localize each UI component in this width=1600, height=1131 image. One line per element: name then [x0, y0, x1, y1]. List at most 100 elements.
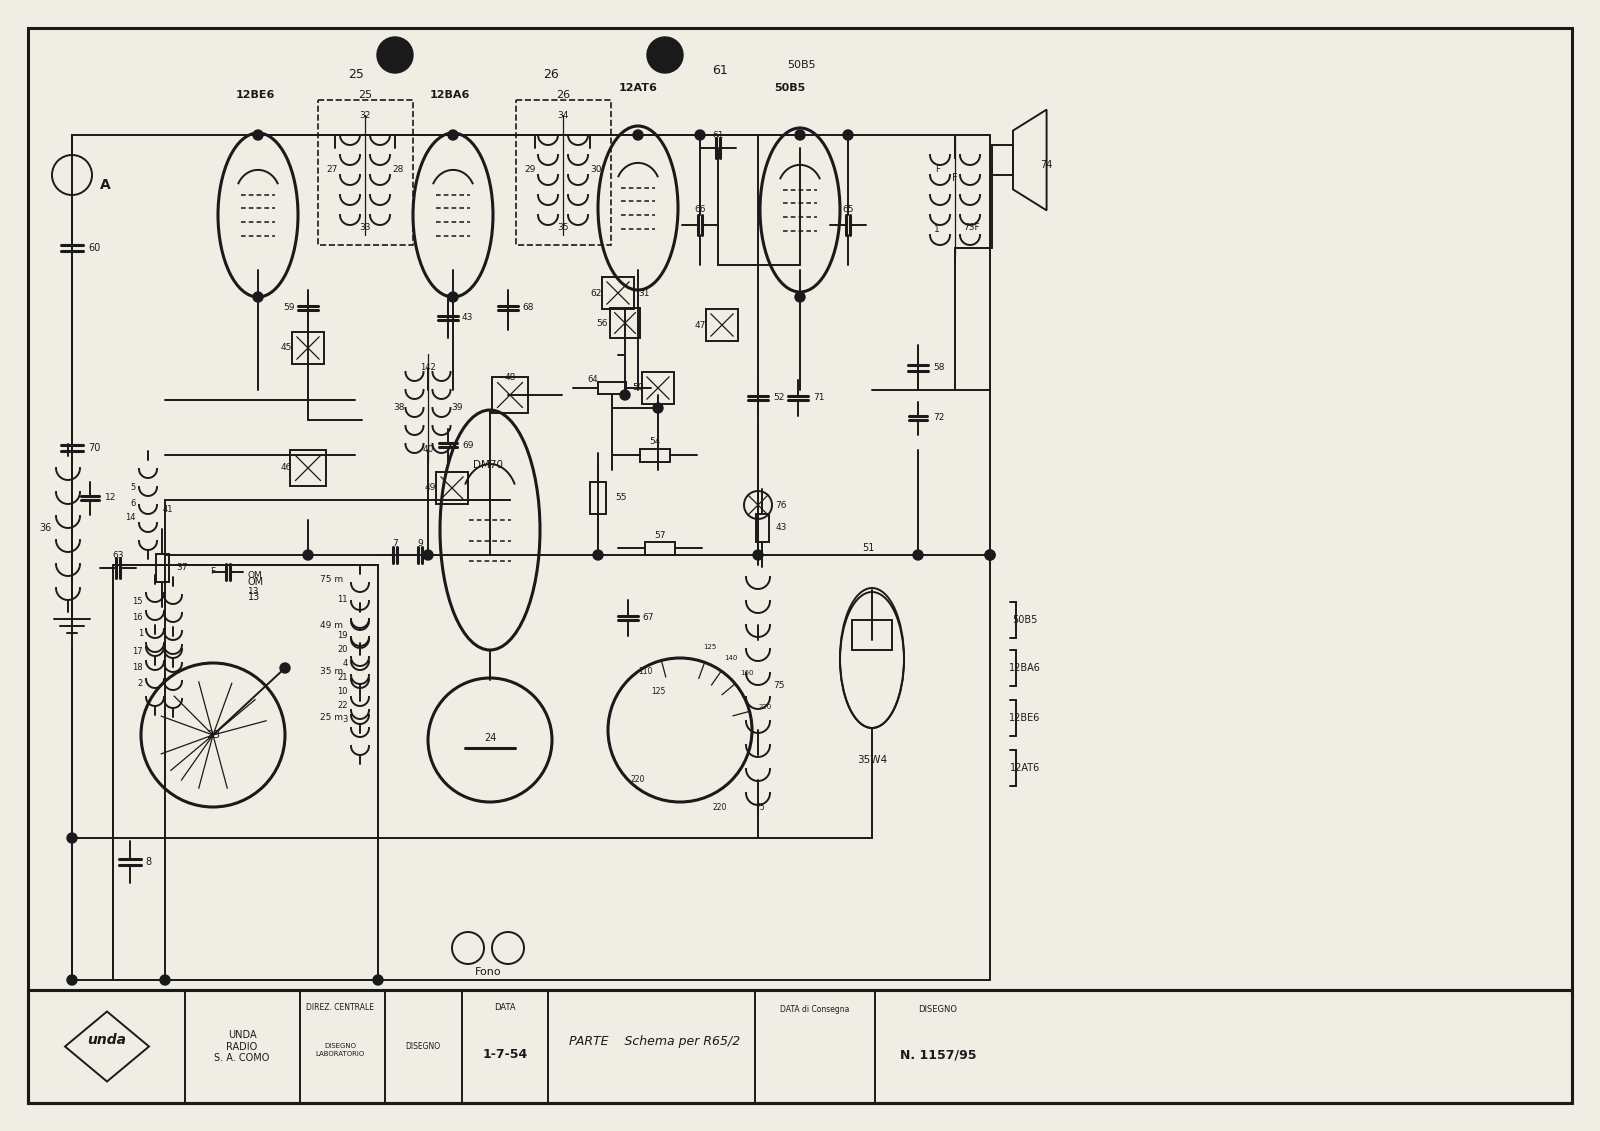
- Bar: [992, 145, 1013, 174]
- Text: 125: 125: [651, 688, 666, 697]
- Text: 75 m: 75 m: [320, 576, 342, 585]
- Text: 6: 6: [131, 499, 136, 508]
- Text: A: A: [99, 178, 110, 192]
- Bar: [851, 620, 893, 650]
- Circle shape: [448, 130, 458, 140]
- Text: 65: 65: [842, 206, 854, 215]
- Text: DISEGNO: DISEGNO: [918, 1005, 957, 1015]
- Text: N. 1157/95: N. 1157/95: [899, 1048, 976, 1062]
- Bar: [645, 542, 675, 554]
- Text: 52: 52: [773, 394, 784, 403]
- Circle shape: [67, 975, 77, 985]
- Circle shape: [653, 403, 662, 413]
- Text: 10: 10: [338, 688, 349, 697]
- Text: 47: 47: [694, 320, 706, 329]
- Text: 69: 69: [462, 440, 474, 449]
- Circle shape: [422, 550, 434, 560]
- Circle shape: [448, 292, 458, 302]
- Text: 12BE6: 12BE6: [1010, 713, 1040, 723]
- Text: 8: 8: [146, 857, 150, 867]
- Text: 1-7-54: 1-7-54: [482, 1048, 528, 1062]
- Text: 43: 43: [462, 313, 474, 322]
- Text: 74: 74: [1040, 159, 1053, 170]
- Text: unda: unda: [88, 1034, 126, 1047]
- Text: 34: 34: [557, 111, 568, 120]
- Bar: [114, 566, 378, 979]
- Text: 220: 220: [758, 705, 771, 710]
- Text: 220: 220: [714, 803, 726, 812]
- Text: 1: 1: [138, 630, 142, 639]
- Circle shape: [378, 37, 413, 74]
- Bar: [598, 382, 626, 394]
- Circle shape: [795, 130, 805, 140]
- Circle shape: [302, 550, 314, 560]
- Bar: [640, 449, 670, 461]
- Circle shape: [646, 37, 683, 74]
- Text: 4: 4: [342, 659, 349, 668]
- Text: 5: 5: [131, 483, 136, 492]
- Bar: [29, 990, 1571, 1103]
- Text: 36: 36: [40, 523, 51, 533]
- Text: 24: 24: [483, 733, 496, 743]
- Text: 13: 13: [248, 592, 261, 602]
- Text: 21: 21: [338, 673, 349, 682]
- Text: 67: 67: [642, 613, 653, 622]
- Text: 57: 57: [654, 530, 666, 539]
- Text: 43: 43: [776, 524, 787, 533]
- Text: 29: 29: [525, 165, 536, 174]
- Text: 110: 110: [638, 667, 653, 676]
- Text: 64: 64: [587, 375, 598, 385]
- Text: 23: 23: [206, 729, 221, 740]
- Circle shape: [694, 130, 706, 140]
- Text: 2: 2: [138, 680, 142, 689]
- Circle shape: [986, 550, 995, 560]
- Text: 140: 140: [723, 655, 738, 661]
- Bar: [318, 100, 413, 245]
- Text: 35W4: 35W4: [858, 756, 886, 765]
- Text: 55: 55: [614, 493, 627, 502]
- Text: 27: 27: [326, 165, 338, 174]
- Circle shape: [67, 834, 77, 843]
- Text: 46: 46: [280, 464, 291, 473]
- Text: 56: 56: [597, 319, 608, 328]
- Text: 40: 40: [422, 446, 434, 455]
- Bar: [493, 377, 528, 413]
- Text: 9: 9: [418, 538, 422, 547]
- Text: OM: OM: [248, 577, 264, 587]
- Circle shape: [280, 663, 290, 673]
- Text: 73F: 73F: [963, 224, 981, 233]
- Text: 70: 70: [88, 443, 101, 454]
- Text: 125: 125: [704, 645, 717, 650]
- Text: 58: 58: [933, 363, 944, 372]
- Circle shape: [795, 292, 805, 302]
- Text: 12BA6: 12BA6: [1010, 663, 1042, 673]
- Text: 61: 61: [712, 63, 728, 77]
- Text: 14: 14: [125, 513, 136, 523]
- Text: 76: 76: [774, 501, 787, 509]
- Bar: [706, 309, 738, 342]
- Bar: [590, 482, 606, 513]
- Bar: [602, 277, 634, 309]
- Text: 33: 33: [360, 224, 371, 233]
- Text: 50: 50: [632, 383, 643, 392]
- Text: 38: 38: [394, 404, 405, 413]
- Text: 142: 142: [421, 363, 435, 372]
- Text: 18: 18: [133, 664, 142, 673]
- Text: 63: 63: [112, 551, 123, 560]
- Text: 35: 35: [557, 224, 568, 233]
- Circle shape: [253, 292, 262, 302]
- Text: 59: 59: [283, 303, 294, 312]
- Text: 50B5: 50B5: [787, 60, 816, 70]
- Circle shape: [594, 550, 603, 560]
- Text: 39: 39: [451, 404, 462, 413]
- Text: 12: 12: [106, 493, 117, 502]
- Text: 12AT6: 12AT6: [1010, 763, 1040, 772]
- Text: 12BE6: 12BE6: [235, 90, 275, 100]
- Text: 3: 3: [342, 716, 349, 725]
- Bar: [435, 472, 467, 504]
- Text: 26: 26: [542, 69, 558, 81]
- Text: 31: 31: [638, 288, 650, 297]
- Circle shape: [843, 130, 853, 140]
- Circle shape: [253, 130, 262, 140]
- Text: Fono: Fono: [475, 967, 501, 977]
